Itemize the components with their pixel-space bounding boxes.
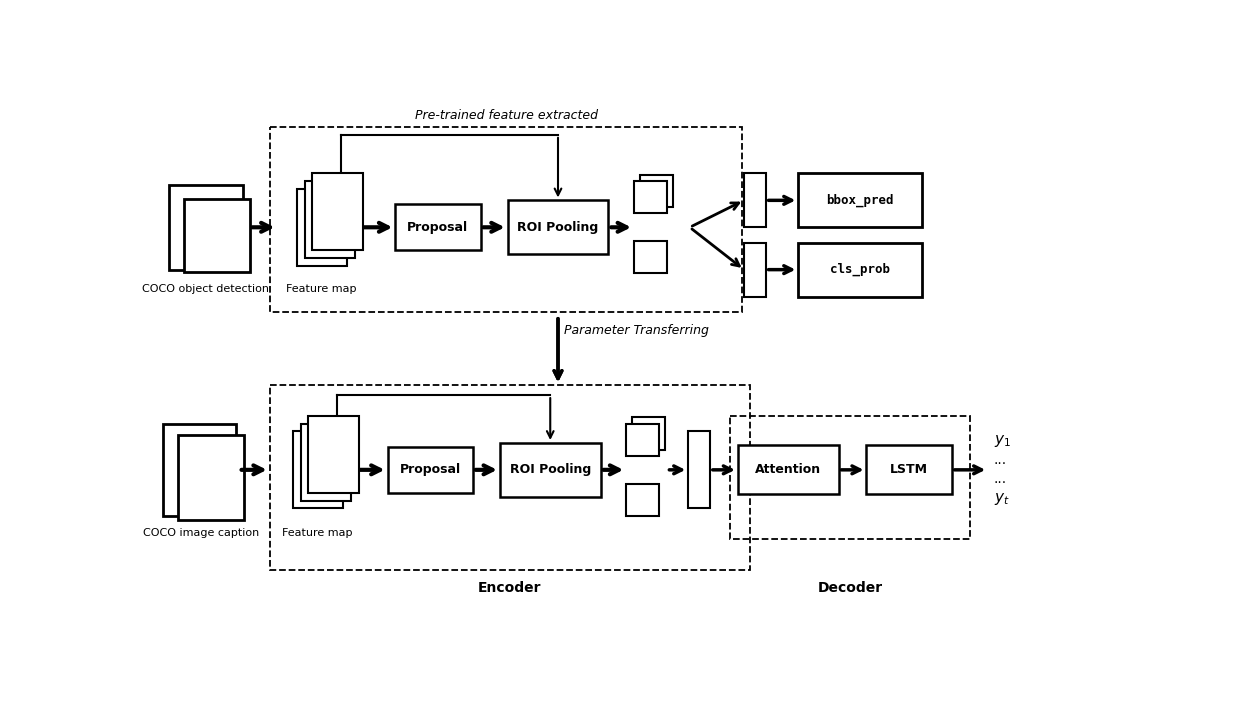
Text: cls_prob: cls_prob [831,263,890,276]
Bar [730,416,971,539]
Text: ROI Pooling: ROI Pooling [517,221,599,234]
Text: ROI Pooling: ROI Pooling [510,463,591,477]
Bar [293,431,343,508]
Text: LSTM: LSTM [890,463,928,477]
Bar [744,243,766,297]
Bar [162,423,237,516]
Text: Proposal: Proposal [399,463,461,477]
Bar [270,385,750,570]
Text: $y_1$: $y_1$ [993,433,1011,448]
Bar [744,173,766,227]
Bar [688,431,711,508]
Bar [500,443,600,497]
Bar [867,445,952,494]
Bar [270,127,743,312]
Bar [799,243,923,297]
Bar [626,423,658,456]
Bar [296,189,347,266]
Bar [507,200,609,255]
Bar [185,199,250,272]
Bar [799,173,923,227]
Text: Encoder: Encoder [479,581,542,595]
Text: Feature map: Feature map [286,284,357,293]
Text: ...: ... [993,472,1007,486]
Bar [387,447,472,493]
Text: ...: ... [993,452,1007,467]
Text: COCO image caption: COCO image caption [144,527,259,537]
Text: Parameter Transferring: Parameter Transferring [564,324,709,337]
Text: $y_t$: $y_t$ [993,491,1009,507]
Text: Feature map: Feature map [283,527,353,537]
Bar [305,181,355,258]
Bar [738,445,838,494]
Bar [634,241,667,274]
Text: Decoder: Decoder [817,581,883,595]
Text: Proposal: Proposal [407,221,469,234]
Bar [634,181,667,214]
Bar [312,173,363,250]
Bar [301,423,351,501]
Bar [396,204,481,250]
Text: Pre-trained feature extracted: Pre-trained feature extracted [414,109,598,122]
Bar [179,436,244,520]
Bar [309,416,358,493]
Bar [626,484,658,516]
Text: bbox_pred: bbox_pred [827,194,894,207]
Bar [169,185,243,269]
Bar [640,175,672,207]
Bar [632,417,665,450]
Text: COCO object detection: COCO object detection [141,284,269,293]
Text: Attention: Attention [755,463,821,477]
